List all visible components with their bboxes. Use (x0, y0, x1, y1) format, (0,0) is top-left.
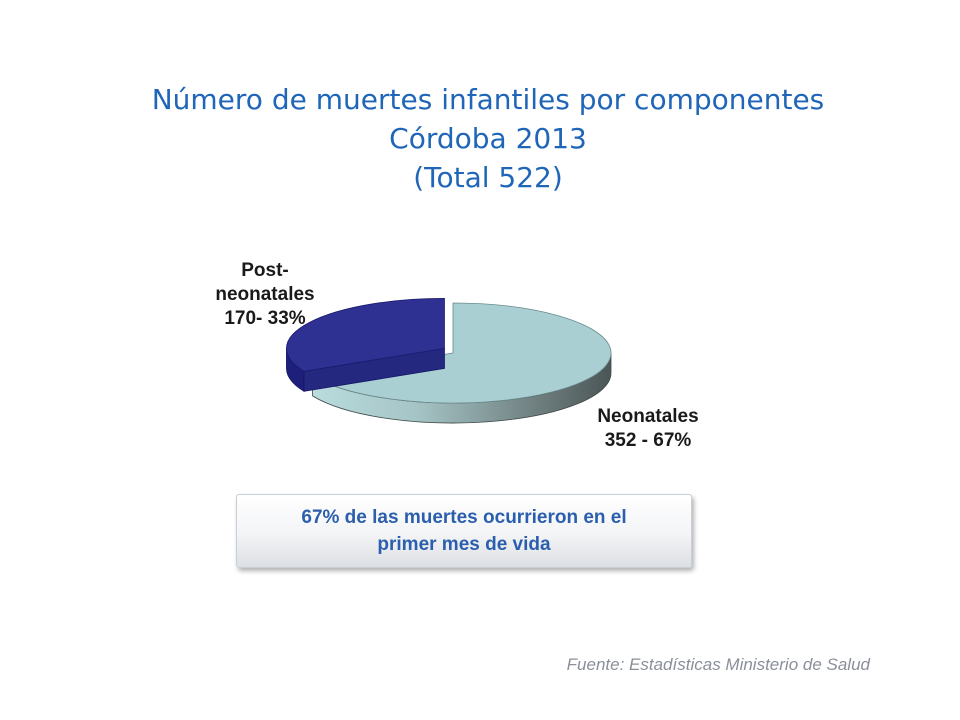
neonatales-label-line-2: 352 - 67% (605, 430, 692, 451)
post-neonatales-label-line-2: neonatales (215, 284, 314, 305)
neonatales-label-line-1: Neonatales (597, 406, 698, 427)
title-line-1: Número de muertes infantiles por compone… (151, 83, 825, 116)
post-neonatales-label: Post-neonatales 170- 33% (215, 260, 314, 329)
callout-line-1: 67% de las muertes ocurrieron en el (301, 507, 627, 528)
title-line-2: Córdoba 2013 (389, 122, 587, 155)
source-note: Fuente: Estadísticas Ministerio de Salud (566, 655, 870, 674)
title-line-3: (Total 522) (413, 161, 563, 194)
neonatales-label: Neonatales 352 - 67% (597, 406, 698, 451)
post-neonatales-label-line-1: Post- (241, 260, 289, 281)
callout-box: 67% de las muertes ocurrieron en el prim… (236, 494, 692, 568)
post-neonatales-label-line-3: 170- 33% (224, 308, 305, 329)
post-neonatales-slice (286, 297, 445, 372)
callout-line-2: primer mes de vida (377, 534, 551, 555)
chart-title: Número de muertes infantiles por compone… (0, 80, 960, 197)
